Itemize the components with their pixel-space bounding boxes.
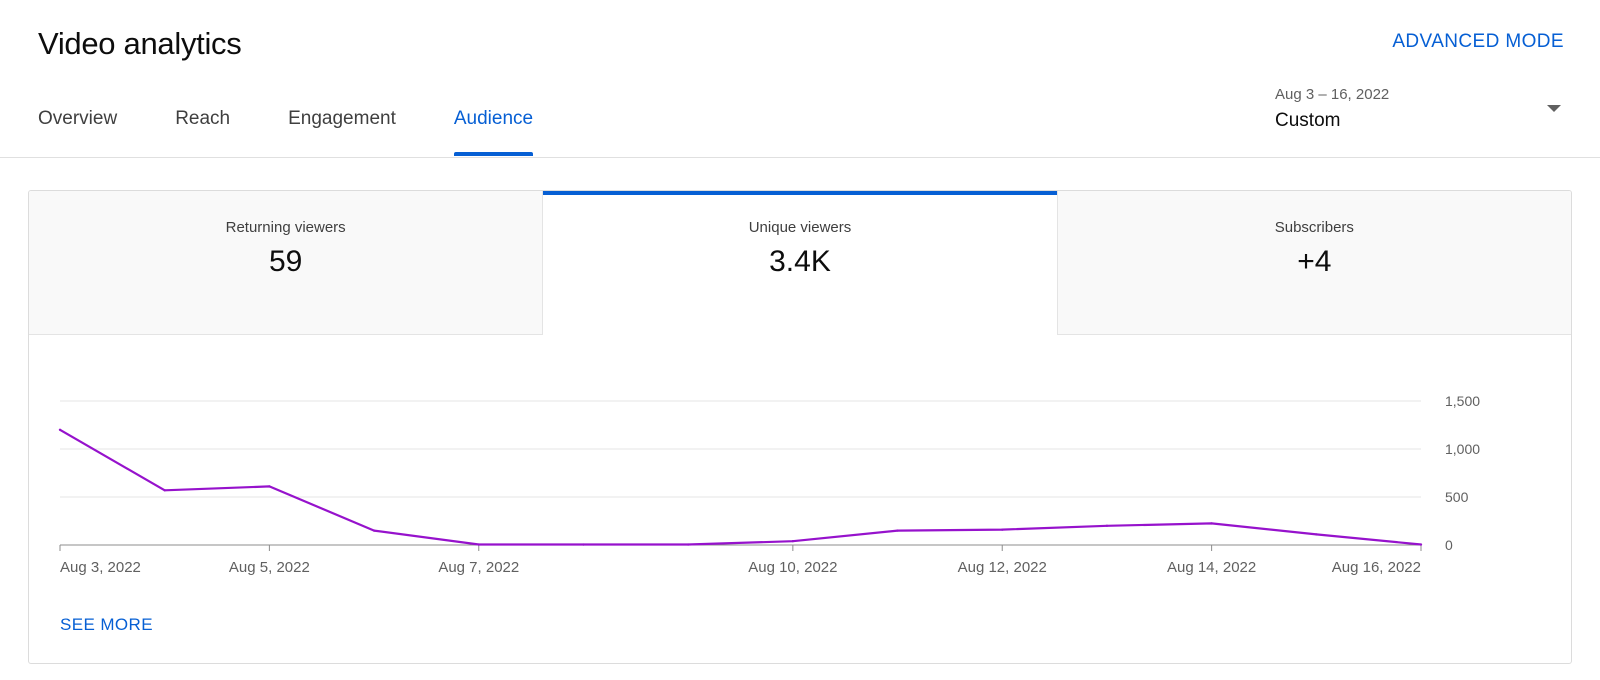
- x-tick-label: Aug 10, 2022: [748, 559, 837, 576]
- y-tick-label: 1,500: [1445, 393, 1480, 409]
- data-point: [268, 485, 271, 488]
- metric-value: +4: [1297, 245, 1332, 278]
- metric-value: 3.4K: [769, 245, 831, 278]
- data-point: [896, 529, 899, 532]
- series-line: [59, 428, 1422, 546]
- data-point: [1001, 528, 1004, 531]
- date-range-text: Aug 3 – 16, 2022: [1275, 86, 1390, 103]
- data-point: [686, 543, 690, 546]
- data-point: [1105, 524, 1109, 527]
- caret-down-icon: [1547, 105, 1561, 112]
- metric-label: Returning viewers: [225, 219, 346, 236]
- data-point: [477, 543, 480, 546]
- tab-bar: Overview Reach Engagement Audience: [38, 108, 591, 156]
- x-tick-label: Aug 16, 2022: [1332, 559, 1421, 576]
- data-point: [1419, 543, 1423, 546]
- y-tick-label: 0: [1445, 537, 1453, 553]
- metric-label: Unique viewers: [748, 219, 852, 236]
- metric-returning-viewers[interactable]: Returning viewers 59: [29, 191, 543, 335]
- metric-unique-viewers[interactable]: Unique viewers 3.4K: [542, 191, 1057, 335]
- metric-tabs: Returning viewers 59 Unique viewers 3.4K…: [29, 191, 1571, 335]
- data-point: [58, 428, 62, 431]
- metric-label: Subscribers: [1274, 219, 1354, 236]
- data-point: [1315, 533, 1318, 536]
- data-point: [163, 489, 166, 492]
- x-tick-label: Aug 12, 2022: [958, 559, 1047, 576]
- tab-reach[interactable]: Reach: [175, 108, 231, 129]
- y-tick-label: 500: [1445, 489, 1469, 505]
- x-tick-label: Aug 14, 2022: [1167, 559, 1256, 576]
- x-tick-label: Aug 3, 2022: [60, 559, 141, 576]
- see-more-link[interactable]: SEE MORE: [60, 615, 153, 634]
- header-divider: [0, 157, 1600, 158]
- data-point: [791, 539, 795, 543]
- date-range-dropdown[interactable]: Aug 3 – 16, 2022 Custom: [1275, 86, 1565, 136]
- data-point: [372, 529, 376, 532]
- date-range-label: Custom: [1275, 110, 1341, 131]
- tab-engagement[interactable]: Engagement: [288, 108, 396, 129]
- metric-value: 59: [268, 245, 303, 278]
- tab-audience[interactable]: Audience: [453, 108, 534, 156]
- data-point: [1210, 522, 1213, 525]
- metric-subscribers[interactable]: Subscribers +4: [1056, 191, 1571, 335]
- data-point: [582, 543, 585, 546]
- audience-card: Returning viewers 59 Unique viewers 3.4K…: [28, 190, 1572, 664]
- unique-viewers-line-chart: 0 500 1,000 1,500 Aug 3, 2022 Aug 5, 2022 Aug …: [58, 393, 1480, 576]
- advanced-mode-button[interactable]: ADVANCED MODE: [1392, 31, 1564, 52]
- page-title: Video analytics: [38, 26, 242, 61]
- tab-overview[interactable]: Overview: [38, 108, 118, 129]
- x-tick-label: Aug 7, 2022: [438, 559, 519, 576]
- y-tick-label: 1,000: [1445, 441, 1480, 457]
- x-tick-label: Aug 5, 2022: [229, 559, 310, 576]
